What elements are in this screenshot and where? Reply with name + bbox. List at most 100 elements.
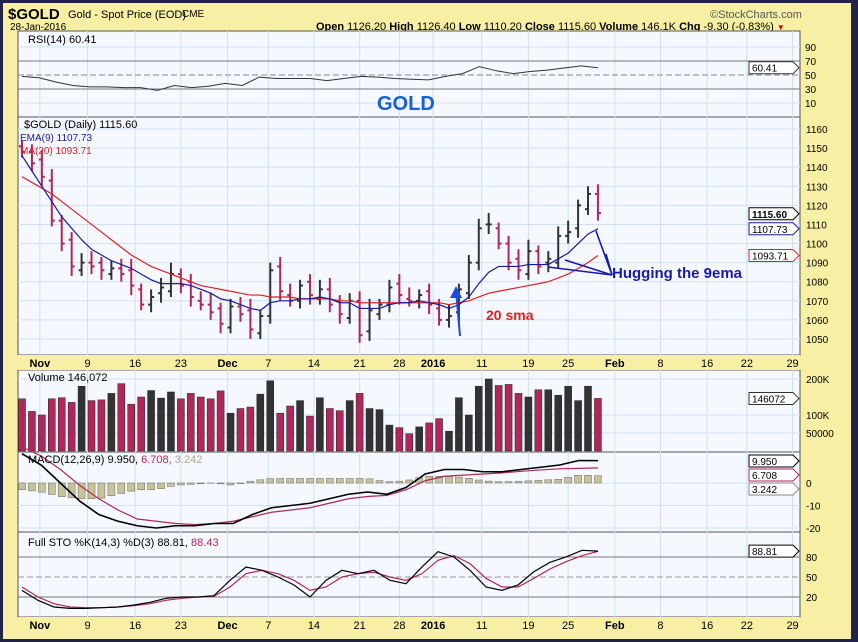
macd-histogram-bar <box>216 482 225 485</box>
date-label: 14 <box>308 358 320 370</box>
down-arrow-icon: ▼ <box>776 23 785 32</box>
volume-bar <box>167 391 175 452</box>
volume-bar <box>48 398 56 452</box>
macd-tick: -10 <box>806 502 821 513</box>
volume-bar <box>534 389 543 452</box>
macd-histogram-bar <box>147 482 155 490</box>
macd-histogram-bar <box>544 479 553 484</box>
quote-value: 1126.40 <box>416 21 459 33</box>
macd-label: MACD(12,26,9) 9.950, 6.708, 3.242 <box>28 454 202 466</box>
macd-histogram-bar <box>584 475 592 484</box>
macd-histogram-bar <box>375 480 384 484</box>
volume-bar <box>157 397 165 452</box>
volume-bar <box>385 424 394 452</box>
sto-value-tag-box <box>748 544 800 558</box>
macd-histogram-bar <box>494 481 503 484</box>
volume-tick: 100K <box>806 411 830 422</box>
macd-histogram-bar <box>405 479 414 484</box>
sto-k-line <box>21 549 599 609</box>
quote-key: Chg <box>679 21 704 33</box>
macd-tick: -20 <box>806 524 821 535</box>
rsi-tick: 30 <box>805 85 817 96</box>
quote-value: 146.1K <box>641 21 680 33</box>
volume-bar <box>246 406 255 452</box>
volume-bar <box>87 400 96 452</box>
exchange: CME <box>182 9 205 20</box>
annotation-arrow-line <box>605 253 613 276</box>
volume-bar <box>77 385 86 452</box>
date-label: 9 <box>84 358 90 370</box>
macd-histogram-bar <box>524 480 533 484</box>
volume-bar <box>554 394 562 452</box>
chart-date: 28-Jan-2016 <box>10 22 67 33</box>
volume-bar <box>484 378 493 452</box>
macd-histogram-bar <box>465 478 473 484</box>
date-label: 7 <box>265 620 271 632</box>
sto-k-value: Full STO %K(14,3) %D(3) 88.81, <box>28 537 188 549</box>
macd-histogram-bar <box>336 478 344 484</box>
volume-bar <box>584 385 592 452</box>
volume-bar <box>494 385 503 452</box>
volume-bar <box>177 398 185 452</box>
date-label: 8 <box>657 358 663 370</box>
volume-bar <box>504 384 513 452</box>
macd-histogram-bar <box>266 478 274 484</box>
volume-bar <box>365 408 374 452</box>
date-label: 28 <box>393 620 405 632</box>
volume-bar <box>147 390 155 452</box>
volume-bar <box>594 398 602 452</box>
volume-label: Volume 146,072 <box>28 372 108 384</box>
date-label: 29 <box>786 620 798 632</box>
volume-bar <box>415 426 423 452</box>
volume-bar <box>345 400 354 452</box>
ma-value-tag-box <box>748 249 800 263</box>
volume-bar <box>445 430 453 452</box>
ema-value-tag-box <box>748 222 800 236</box>
macd-histogram-bar <box>326 478 334 484</box>
date-axis <box>18 617 800 632</box>
macd-histogram-bar <box>236 482 245 484</box>
volume-bar <box>465 414 473 452</box>
macd-histogram-bar <box>355 478 364 484</box>
macd-histogram-bar <box>514 481 523 484</box>
date-label: 2016 <box>421 620 445 632</box>
sto-tick: 80 <box>806 553 818 564</box>
rsi-tick: 70 <box>805 57 817 68</box>
volume-bar <box>196 396 205 452</box>
volume-bar <box>266 380 274 452</box>
date-label: 22 <box>741 358 753 370</box>
sto-tick: 20 <box>806 593 818 604</box>
macd-histogram-bar <box>554 479 562 484</box>
volume-bar <box>117 383 126 452</box>
date-axis <box>18 355 800 370</box>
macd-histogram-bar <box>445 476 453 484</box>
volume-value-tag-box <box>748 391 800 405</box>
volume-bar <box>395 427 404 452</box>
date-label: 11 <box>476 620 487 632</box>
volume-bar <box>276 412 284 452</box>
date-label: 19 <box>522 358 534 370</box>
macd-histogram-bar <box>246 480 255 484</box>
price-tick: 1090 <box>806 259 829 270</box>
annotation-arrow-line <box>564 259 613 276</box>
macd-histogram-bar <box>97 482 106 499</box>
macd-histogram-bar <box>345 478 354 484</box>
macd-histogram-bar <box>77 482 86 499</box>
date-label: Feb <box>605 358 625 370</box>
date-label: Dec <box>217 620 237 632</box>
macd-histogram-bar <box>475 479 483 484</box>
volume-bar <box>236 408 245 452</box>
macd-histogram-bar <box>276 478 284 484</box>
volume-bar <box>286 405 294 452</box>
volume-bar <box>524 396 533 452</box>
quote-bar: Open 1126.20 High 1126.40 Low 1110.20 Cl… <box>316 21 785 33</box>
macd-histogram-bar <box>226 482 235 486</box>
macd-histogram-bar <box>167 482 175 487</box>
close-value-tag-box <box>748 207 800 221</box>
quote-value: 1110.20 <box>483 21 525 33</box>
volume-bar <box>107 393 116 452</box>
annotation-gold: GOLD <box>377 93 435 115</box>
sto-value-tag: 88.81 <box>752 547 777 558</box>
macd-signal-value: 6.708, <box>141 454 172 466</box>
sto-d-value: 88.43 <box>191 537 219 549</box>
